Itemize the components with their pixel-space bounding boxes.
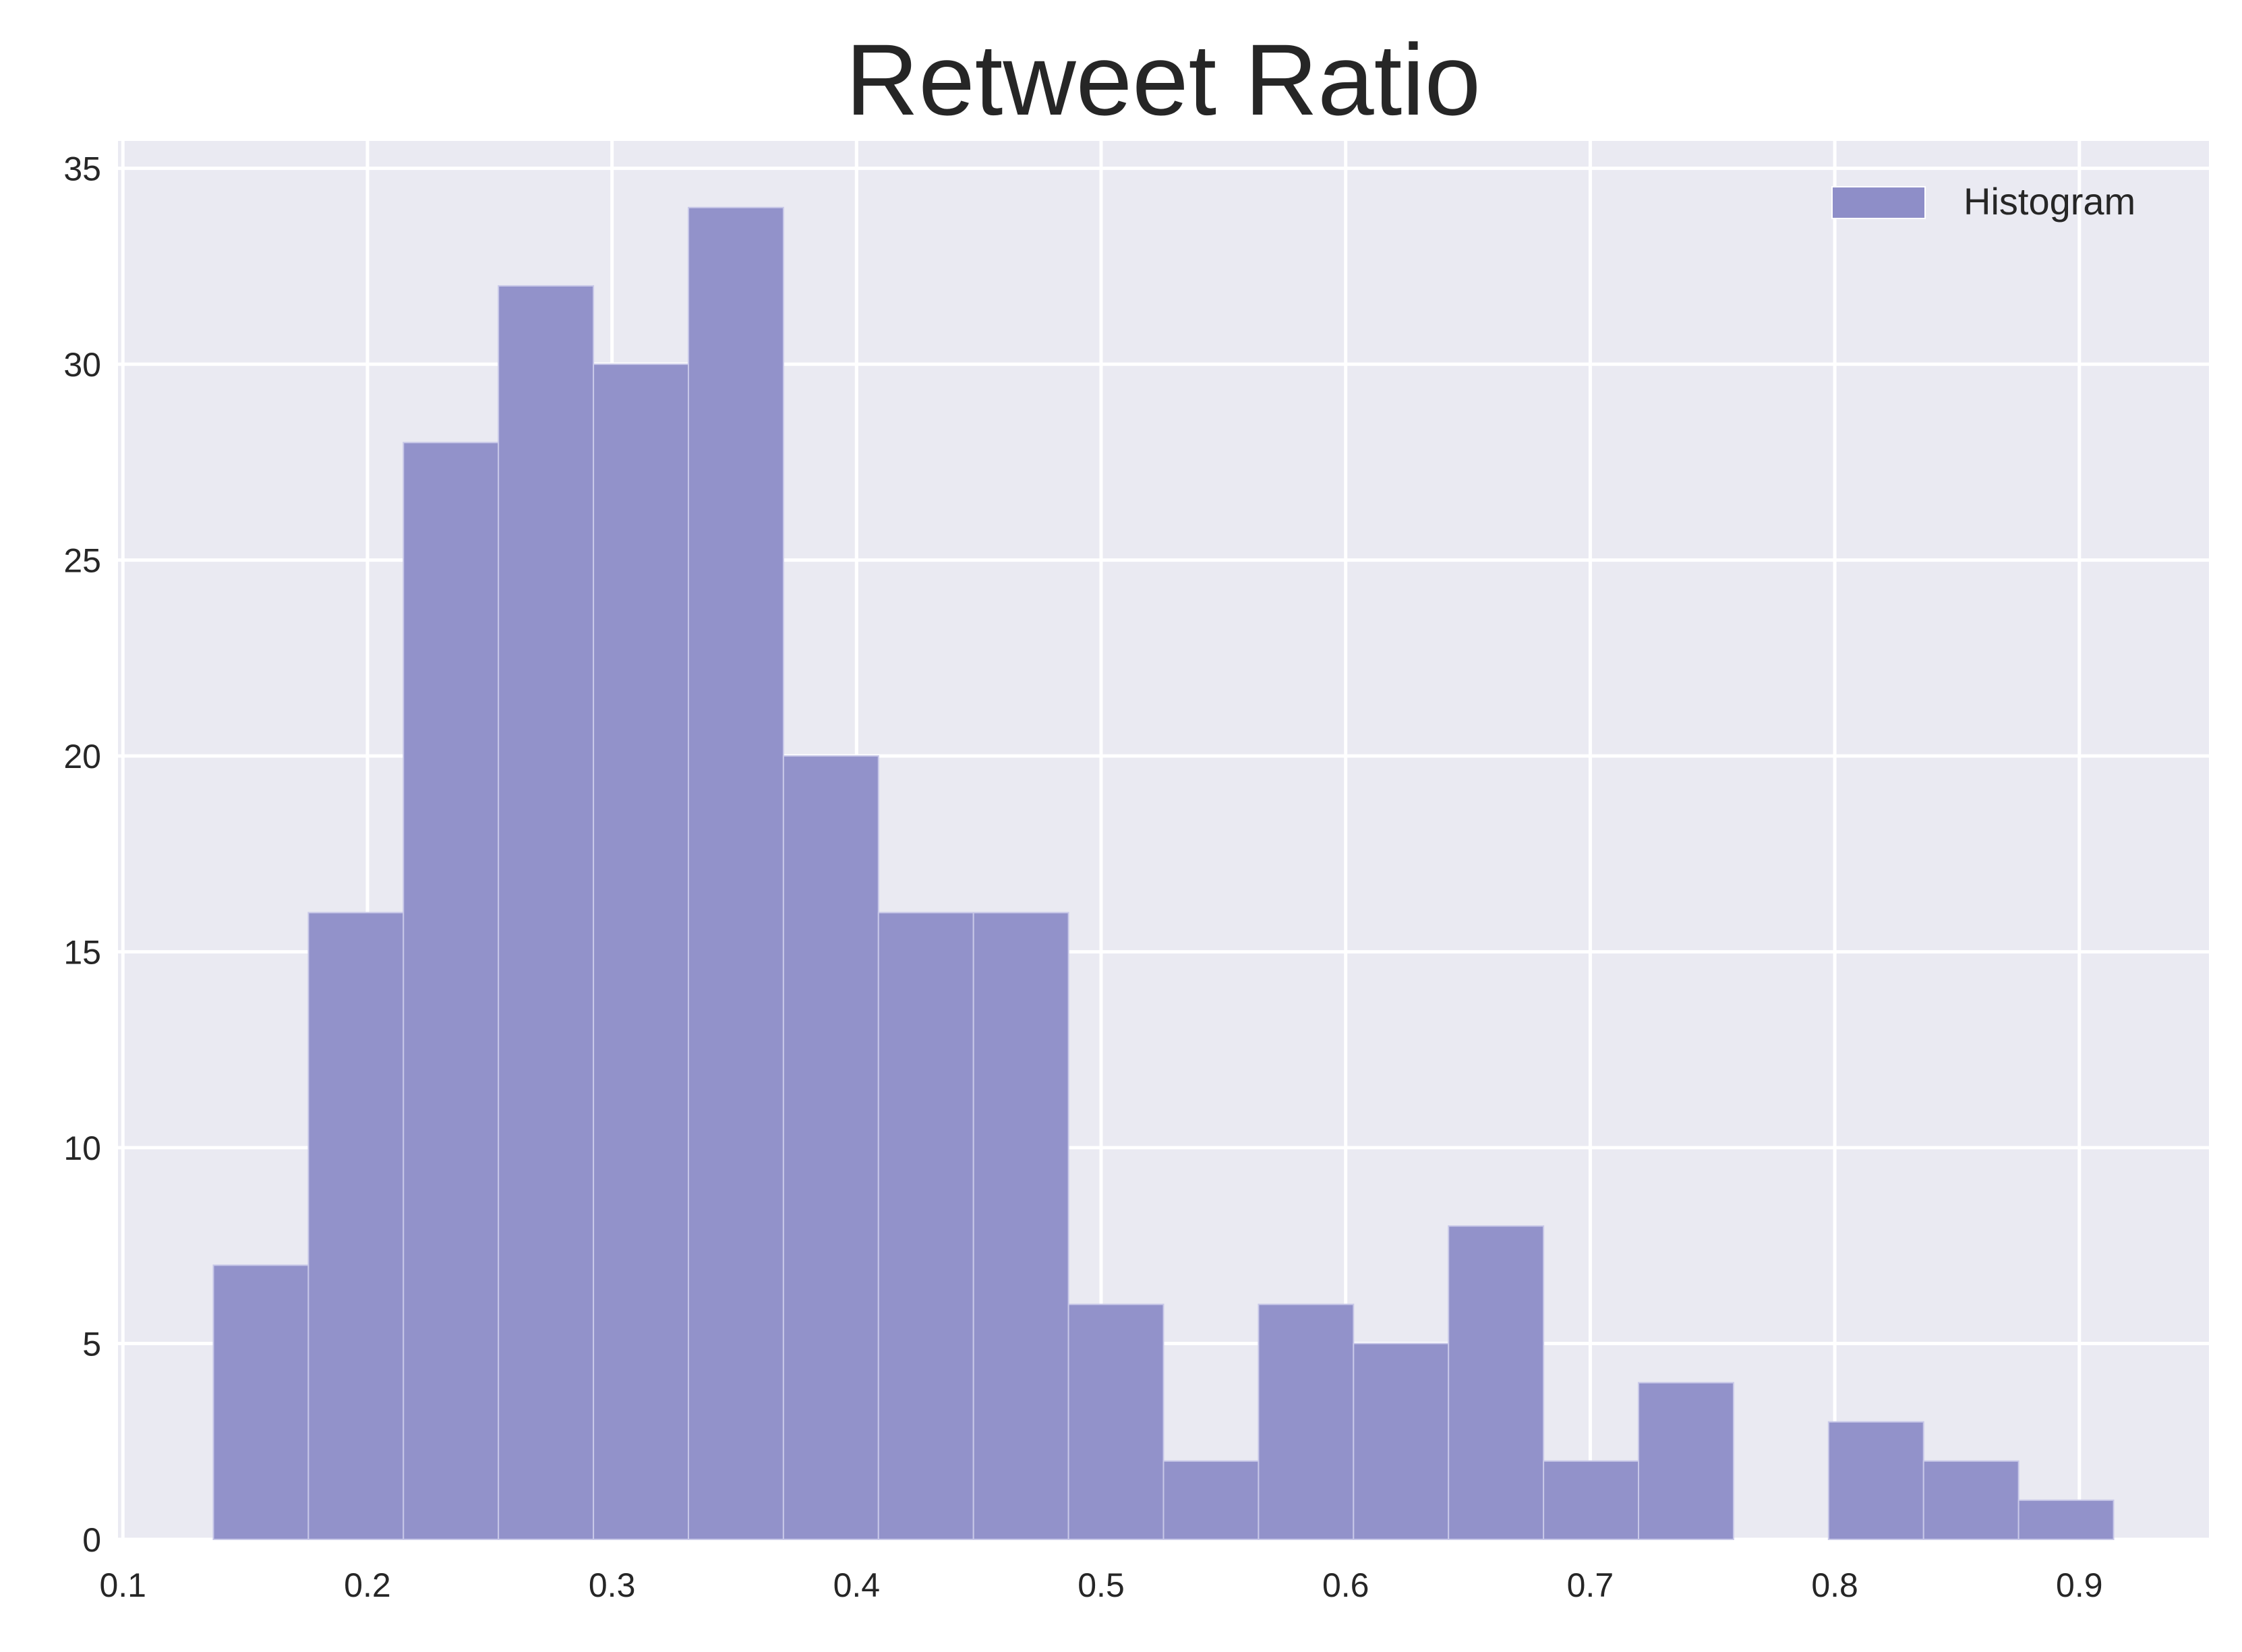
histogram-bar [403,442,500,1540]
x-tick-label: 0.3 [589,1566,636,1604]
histogram-bar [782,755,879,1540]
histogram-bar [1543,1460,1640,1541]
y-tick-label: 0 [82,1521,101,1559]
x-tick-label: 0.9 [2056,1566,2103,1604]
histogram-bar [1067,1303,1164,1541]
histogram-bar [1162,1460,1260,1541]
x-tick-label: 0.5 [1078,1566,1125,1604]
histogram-bar [1922,1460,2019,1541]
histogram-bar [1638,1382,1734,1541]
histogram-bar [593,363,689,1541]
x-tick-label: 0.1 [99,1566,146,1604]
x-tick-labels: 0.1 0.2 0.3 0.4 0.5 0.6 0.7 0.8 0.9 [99,1566,2102,1604]
legend: Histogram [1831,180,2135,223]
histogram-bar [687,206,784,1540]
x-tick-label: 0.6 [1322,1566,1369,1604]
x-tick-label: 0.8 [1811,1566,1858,1604]
y-tick-label: 35 [63,150,101,188]
x-tick-label: 0.7 [1567,1566,1614,1604]
y-tick-label: 5 [82,1326,101,1363]
histogram-bar [2017,1499,2115,1541]
histogram-bar [877,912,974,1540]
histogram-bar [307,912,405,1540]
histogram-bar [212,1264,309,1541]
histogram-bar [1448,1225,1545,1540]
y-tick-label: 20 [63,738,101,775]
histogram-bar [498,285,595,1540]
histogram-bar [1827,1421,1924,1541]
chart-title: Retweet Ratio [846,23,1481,136]
y-tick-label: 30 [63,346,101,384]
legend-swatch [1831,186,1926,219]
histogram-bar [1353,1343,1450,1540]
y-tick-label: 25 [63,542,101,580]
histogram-bar [972,912,1069,1540]
y-tick-labels: 0 5 10 15 20 25 30 35 [63,150,101,1559]
bars [212,206,2115,1541]
histogram-bar [1258,1303,1355,1541]
y-tick-label: 15 [63,934,101,972]
x-tick-label: 0.4 [833,1566,881,1604]
x-tick-label: 0.2 [344,1566,391,1604]
y-tick-label: 10 [63,1129,101,1167]
legend-label: Histogram [1964,180,2135,223]
